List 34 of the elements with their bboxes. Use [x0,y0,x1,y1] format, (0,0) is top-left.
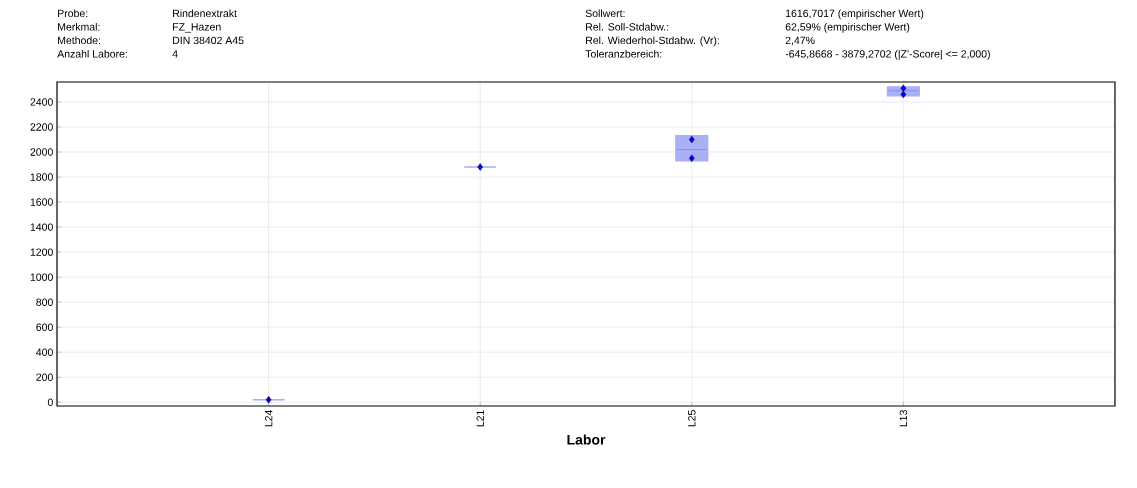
text: Sollwert: [585,9,625,18]
y-tick-label: 2400 [30,98,53,106]
x-axis-title: Labor [567,434,606,445]
x-tick-label: L25 [688,410,696,427]
text: DIN 38402 A45 [173,36,244,45]
y-tick-label: 800 [36,298,53,306]
y-tick-label: 1200 [30,248,53,256]
text: Toleranzbereich: [585,49,662,58]
text: Rel. Wiederhol-Stdabw. (Vr): [586,36,719,47]
text: 4 [172,50,178,58]
y-tick-label: 2000 [30,148,53,156]
y-tick-label: 1800 [30,173,53,181]
text: 62,59% (empirischer Wert) [785,22,910,33]
text: Merkmal: [58,22,100,31]
y-tick-label: 200 [36,373,53,381]
x-tick-label: L13 [899,410,908,427]
y-tick-label: 1400 [30,223,53,231]
text: FZ_Hazen [173,23,221,33]
text: Rel. Soll-Stdabw.: [586,22,669,31]
text: Methode: [58,36,101,45]
x-tick-label: L21 [476,410,484,427]
text: Anzahl Labore: [57,49,127,58]
text: Rindenextrakt [173,9,237,18]
text: -645,8668 - 3879,2702 (|Z'-Score| <= 2,000) [785,49,990,60]
text: Probe: [58,9,88,18]
y-tick-label: 2200 [30,123,53,131]
y-tick-label: 1600 [30,198,53,206]
text: 1616,7017 (empirischer Wert) [786,9,924,20]
y-tick-label: 1000 [30,273,53,281]
y-tick-label: 400 [36,348,53,356]
x-tick-label: L24 [264,410,273,427]
y-tick-label: 0 [47,398,53,406]
y-tick-label: 600 [36,323,53,331]
text: 2,47% [785,36,815,46]
